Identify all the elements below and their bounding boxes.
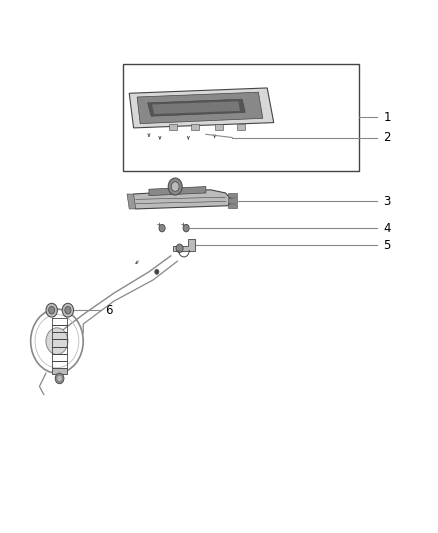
Bar xyxy=(237,124,245,130)
Circle shape xyxy=(171,182,179,191)
Circle shape xyxy=(57,376,62,381)
Bar xyxy=(169,124,177,130)
Circle shape xyxy=(46,303,57,317)
Circle shape xyxy=(62,303,74,317)
Bar xyxy=(228,193,237,197)
Text: 6: 6 xyxy=(105,304,113,317)
Text: 4: 4 xyxy=(383,222,391,235)
Circle shape xyxy=(183,224,189,232)
Circle shape xyxy=(49,306,55,314)
Bar xyxy=(52,368,67,374)
Polygon shape xyxy=(152,101,240,114)
Polygon shape xyxy=(137,92,263,124)
Circle shape xyxy=(46,328,68,354)
Circle shape xyxy=(155,269,159,274)
Text: 1: 1 xyxy=(383,111,391,124)
Text: 2: 2 xyxy=(383,131,391,144)
Circle shape xyxy=(176,244,183,253)
Circle shape xyxy=(55,373,64,384)
Bar xyxy=(228,204,237,208)
Circle shape xyxy=(159,224,165,232)
Bar xyxy=(215,124,223,130)
Circle shape xyxy=(168,178,182,195)
Bar xyxy=(228,198,237,203)
Polygon shape xyxy=(127,194,136,209)
Polygon shape xyxy=(148,99,245,116)
Polygon shape xyxy=(129,88,274,128)
Bar xyxy=(191,124,199,130)
Polygon shape xyxy=(173,239,195,251)
Polygon shape xyxy=(149,187,206,196)
Text: 3: 3 xyxy=(383,195,391,208)
Bar xyxy=(123,64,359,171)
Text: 5: 5 xyxy=(383,239,391,252)
Polygon shape xyxy=(129,190,232,209)
Circle shape xyxy=(65,306,71,314)
